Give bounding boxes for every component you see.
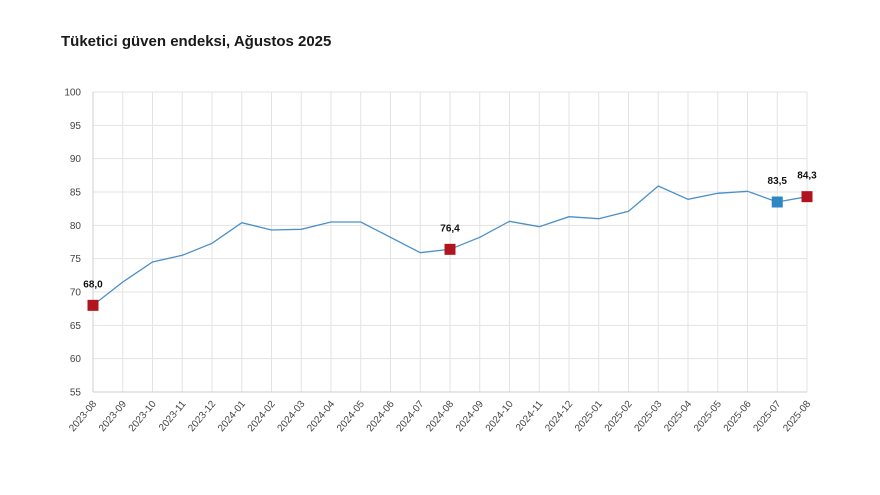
x-tick-label: 2025-08	[781, 399, 813, 435]
x-tick-label: 2024-06	[365, 399, 397, 435]
x-tick-label: 2025-03	[633, 399, 665, 435]
x-tick-label: 2023-08	[67, 399, 99, 435]
x-tick-label: 2023-10	[127, 399, 159, 435]
x-tick-label: 2024-04	[305, 399, 337, 435]
highlight-marker	[444, 243, 456, 255]
x-tick-label: 2024-11	[514, 399, 546, 434]
y-tick-label: 100	[64, 88, 81, 99]
x-tick-label: 2024-01	[216, 399, 248, 435]
x-tick-label: 2024-12	[543, 399, 575, 435]
chart-card	[38, 20, 846, 475]
x-tick-label: 2024-02	[246, 399, 278, 435]
x-tick-label: 2024-08	[424, 399, 456, 435]
data-label: 83,5	[768, 176, 788, 187]
x-tick-label: 2025-02	[603, 399, 635, 435]
highlight-marker	[87, 299, 99, 311]
y-tick-label: 75	[70, 254, 82, 265]
data-label: 84,3	[797, 171, 817, 182]
data-label: 76,4	[440, 223, 460, 234]
x-tick-label: 2025-07	[752, 399, 784, 435]
highlight-marker	[771, 196, 783, 208]
x-tick-label: 2025-06	[722, 399, 754, 435]
x-tick-label: 2024-07	[395, 399, 427, 435]
chart-title: Tüketici güven endeksi, Ağustos 2025	[61, 33, 332, 50]
x-tick-label: 2023-09	[97, 399, 129, 435]
x-tick-label: 2024-03	[276, 399, 308, 435]
x-tick-label: 2025-01	[573, 399, 605, 435]
highlight-marker	[801, 191, 813, 203]
x-tick-label: 2024-10	[484, 399, 516, 435]
y-tick-label: 70	[70, 288, 82, 299]
y-tick-label: 55	[70, 388, 82, 399]
y-tick-label: 80	[70, 221, 82, 232]
data-label: 68,0	[83, 279, 103, 290]
y-tick-label: 95	[70, 121, 82, 132]
x-tick-label: 2024-09	[454, 399, 486, 435]
y-tick-label: 85	[70, 188, 82, 199]
y-tick-label: 65	[70, 321, 82, 332]
x-tick-label: 2023-11	[157, 399, 189, 434]
x-tick-label: 2023-12	[186, 399, 218, 435]
x-tick-label: 2025-04	[662, 399, 694, 435]
y-tick-label: 60	[70, 354, 82, 365]
x-tick-label: 2024-05	[335, 399, 367, 435]
x-tick-label: 2025-05	[692, 399, 724, 435]
y-tick-label: 90	[70, 154, 82, 165]
